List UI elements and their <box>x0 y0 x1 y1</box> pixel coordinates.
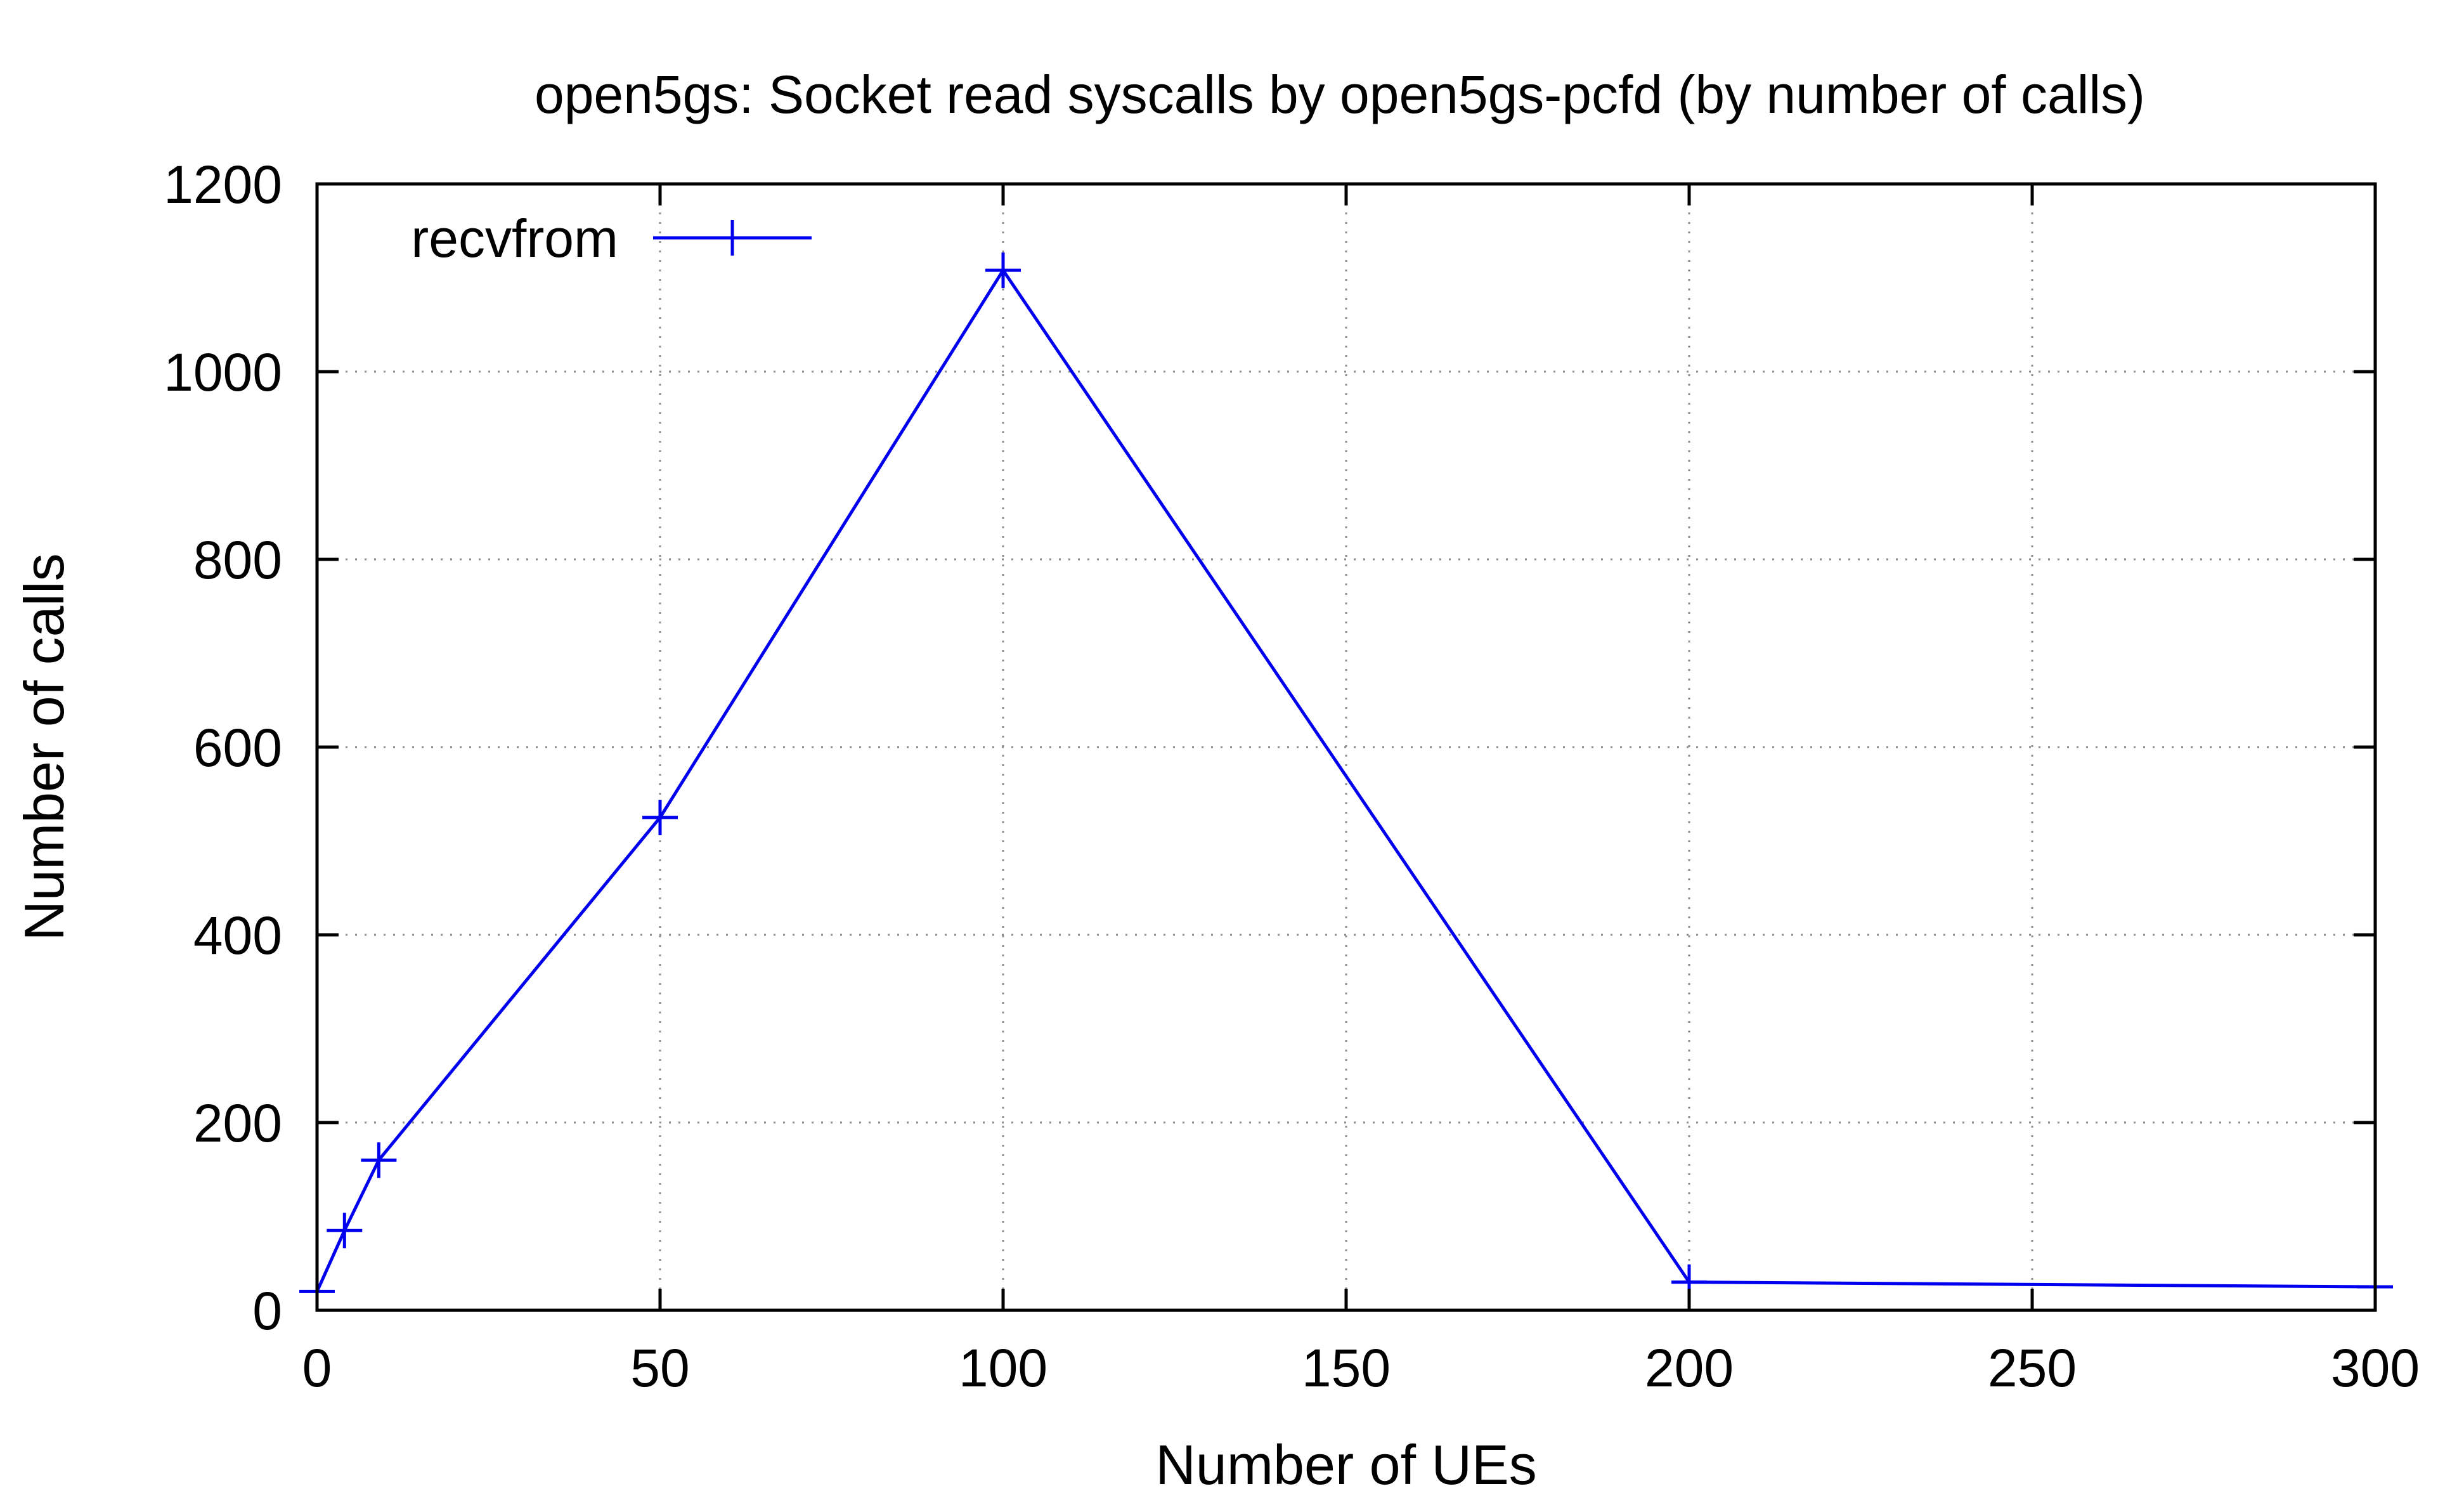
x-axis-title: Number of UEs <box>1155 1433 1537 1496</box>
tick-layer: 0 200 400 600 800 1000 1200 0 50 100 150 200 250 300 <box>164 155 2420 1398</box>
x-tick-label: 0 <box>302 1338 332 1398</box>
data-point-marker <box>985 252 1021 289</box>
y-tick-label: 0 <box>252 1281 282 1341</box>
x-tick-label: 250 <box>1988 1338 2077 1398</box>
y-tick-label: 600 <box>193 718 282 778</box>
y-tick-label: 400 <box>193 906 282 965</box>
x-tick-label: 50 <box>630 1338 689 1398</box>
chart-title: open5gs: Socket read syscalls by open5gs… <box>535 65 2145 124</box>
data-point-marker <box>642 800 678 835</box>
y-tick-label: 200 <box>193 1093 282 1153</box>
grid-layer <box>317 184 2375 1310</box>
series-layer <box>299 252 2393 1310</box>
legend: recvfrom <box>411 209 812 268</box>
x-tick-label: 100 <box>959 1338 1047 1398</box>
x-tick-label: 300 <box>2331 1338 2420 1398</box>
data-point-marker <box>361 1142 397 1178</box>
data-point-marker <box>327 1213 363 1249</box>
x-tick-label: 200 <box>1645 1338 1734 1398</box>
x-tick-label: 150 <box>1302 1338 1391 1398</box>
y-tick-label: 800 <box>193 530 282 590</box>
y-tick-label: 1200 <box>164 155 282 214</box>
y-axis-title: Number of calls <box>13 553 75 941</box>
legend-label-recvfrom: recvfrom <box>411 209 618 268</box>
legend-marker-recvfrom <box>715 220 750 256</box>
y-tick-label: 1000 <box>164 342 282 402</box>
